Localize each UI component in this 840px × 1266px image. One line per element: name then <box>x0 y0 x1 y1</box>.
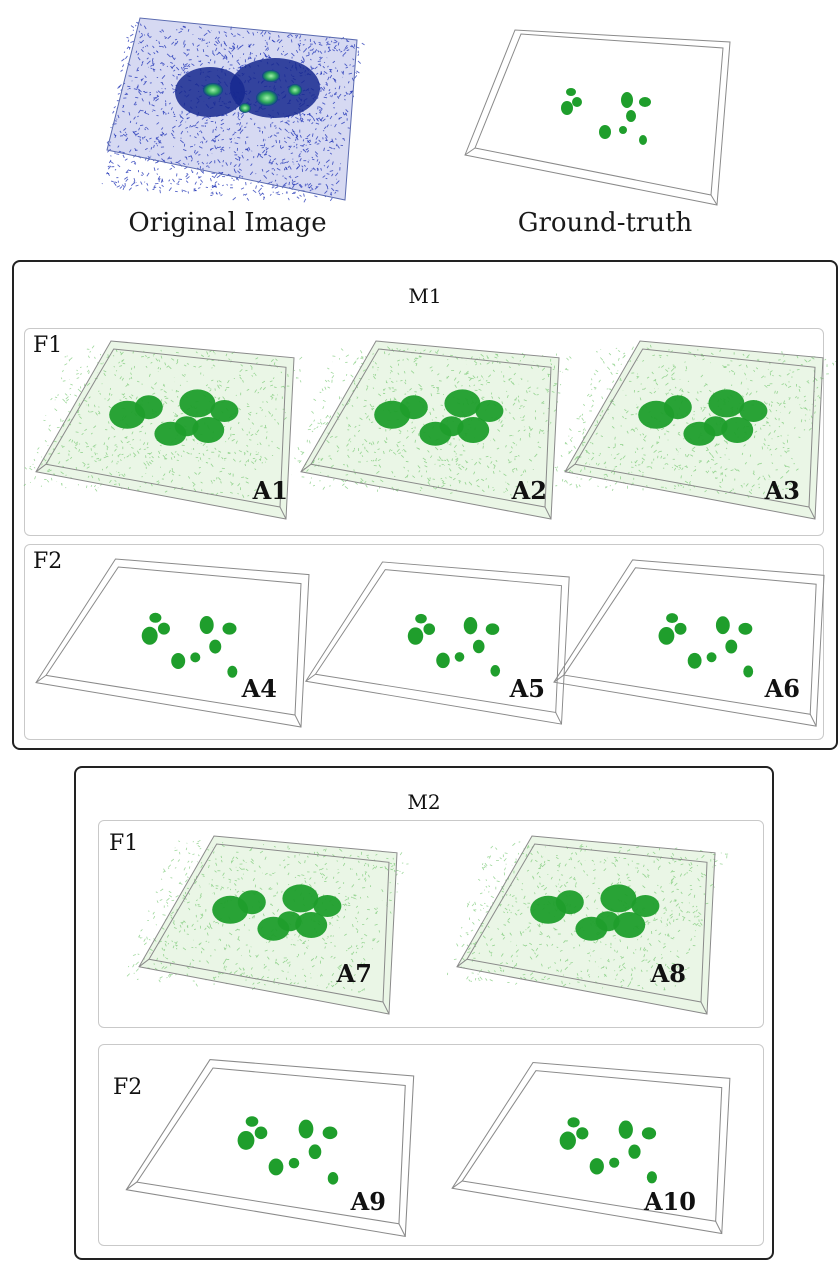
tile-a1: A1 <box>23 335 303 525</box>
ground-truth-caption: Ground-truth <box>517 208 693 238</box>
group-m1-title: M1 <box>408 284 442 308</box>
tile-a9: A9 <box>120 1052 420 1244</box>
tile-label: A8 <box>650 959 686 988</box>
tile-label: A3 <box>764 476 800 505</box>
tile-label: A6 <box>764 674 800 703</box>
tile-label: A2 <box>511 476 547 505</box>
volume-render-noisy <box>291 340 572 520</box>
original-image-caption: Original Image <box>128 208 327 238</box>
tile-label: A10 <box>643 1187 696 1216</box>
original-image-panel <box>95 10 365 205</box>
tile-label: A7 <box>336 959 372 988</box>
tile-a10: A10 <box>446 1052 736 1244</box>
tile-a8: A8 <box>436 830 736 1020</box>
group-m2-row-f2: F2 <box>98 1044 764 1246</box>
volume-render-clean <box>304 561 570 725</box>
tile-a5: A5 <box>300 553 575 733</box>
tile-label: A1 <box>252 476 288 505</box>
ground-truth-render <box>464 29 731 206</box>
row-title: F1 <box>109 831 139 856</box>
tile-label: A5 <box>509 674 545 703</box>
tile-a4: A4 <box>30 553 315 733</box>
volume-render-noisy <box>447 835 729 1015</box>
row-title: F2 <box>33 549 63 574</box>
original-volume-render <box>101 17 365 203</box>
group-m1-row-f2: F2 <box>24 544 824 740</box>
volume-render-clean <box>553 559 825 727</box>
row-title: F2 <box>113 1075 143 1100</box>
row-title: F1 <box>33 333 63 358</box>
tile-label: A4 <box>241 674 277 703</box>
tile-a2: A2 <box>291 335 572 525</box>
ground-truth-panel <box>455 20 735 210</box>
volume-render-noisy <box>126 835 409 1015</box>
volume-render-noisy <box>23 340 303 520</box>
volume-render-clean <box>125 1059 415 1238</box>
tile-label: A9 <box>350 1187 386 1216</box>
group-m2-title: M2 <box>407 790 441 814</box>
volume-render-clean <box>451 1061 731 1235</box>
tile-a3: A3 <box>554 335 837 525</box>
tile-a7: A7 <box>118 830 418 1020</box>
volume-render-noisy <box>554 340 837 520</box>
tile-a6: A6 <box>548 553 830 733</box>
volume-render-clean <box>35 558 310 728</box>
